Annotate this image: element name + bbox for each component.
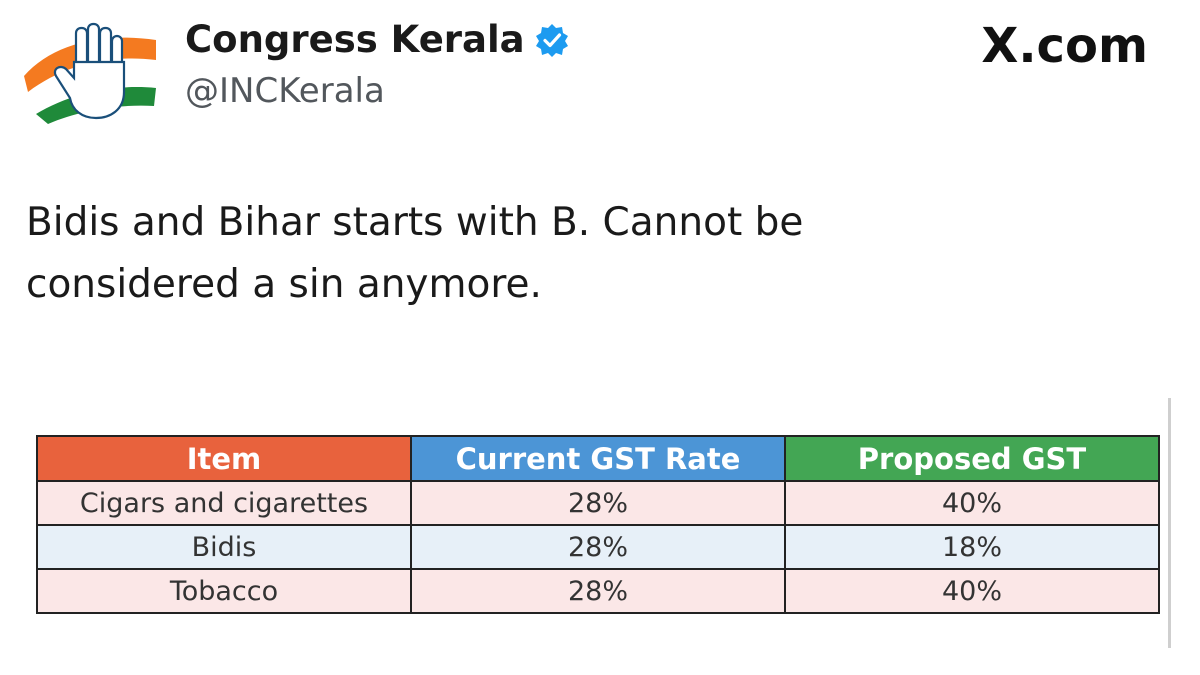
table-row: Cigars and cigarettes 28% 40% bbox=[36, 480, 1160, 526]
author-display-name[interactable]: Congress Kerala bbox=[185, 18, 525, 61]
cell-item: Cigars and cigarettes bbox=[36, 480, 412, 526]
header-proposed-gst: Proposed GST bbox=[784, 435, 1160, 482]
cell-current-rate: 28% bbox=[410, 568, 786, 614]
inc-hand-logo-icon bbox=[24, 22, 156, 124]
author-display-name-row[interactable]: Congress Kerala bbox=[185, 18, 569, 61]
cell-item: Bidis bbox=[36, 524, 412, 570]
cell-proposed-rate: 40% bbox=[784, 480, 1160, 526]
avatar[interactable] bbox=[22, 14, 158, 124]
verified-badge-icon bbox=[535, 23, 569, 57]
cell-current-rate: 28% bbox=[410, 480, 786, 526]
cell-proposed-rate: 18% bbox=[784, 524, 1160, 570]
table-row: Bidis 28% 18% bbox=[36, 524, 1160, 570]
tweet-text: Bidis and Bihar starts with B. Cannot be… bbox=[26, 192, 1126, 316]
table-row: Tobacco 28% 40% bbox=[36, 568, 1160, 614]
tweet-text-line: Bidis and Bihar starts with B. Cannot be bbox=[26, 200, 804, 245]
x-com-logo: X.com bbox=[981, 18, 1148, 74]
gst-rate-table: Item Current GST Rate Proposed GST Cigar… bbox=[36, 435, 1160, 614]
header-current-gst-rate: Current GST Rate bbox=[410, 435, 786, 482]
cell-proposed-rate: 40% bbox=[784, 568, 1160, 614]
header-item: Item bbox=[36, 435, 412, 482]
image-edge-divider bbox=[1168, 398, 1171, 648]
author-handle[interactable]: @INCKerala bbox=[185, 71, 385, 111]
tweet-text-line: considered a sin anymore. bbox=[26, 262, 542, 307]
table-header-row: Item Current GST Rate Proposed GST bbox=[36, 435, 1160, 482]
cell-item: Tobacco bbox=[36, 568, 412, 614]
cell-current-rate: 28% bbox=[410, 524, 786, 570]
